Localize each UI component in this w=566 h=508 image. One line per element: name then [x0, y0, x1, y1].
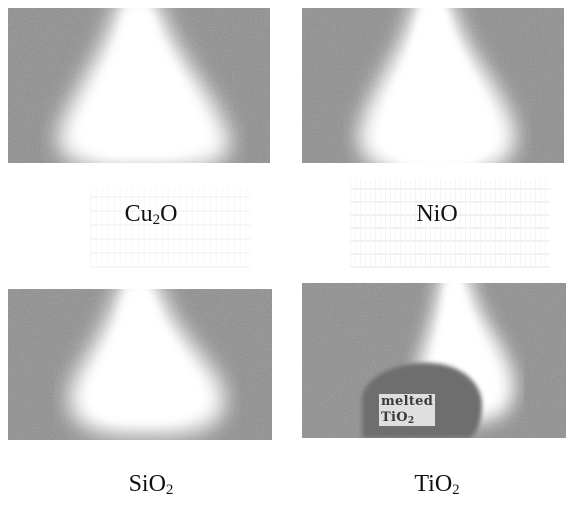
annotation-line-2: TiO2: [381, 410, 415, 426]
image-panel-cu2o: [8, 8, 270, 163]
plasma-glow-image: [8, 289, 272, 440]
melted-tio2-annotation: melted TiO2: [379, 394, 436, 426]
image-panel-nio: [302, 8, 564, 163]
caption-nio: NiO: [416, 201, 458, 227]
plasma-glow-image: [8, 8, 270, 163]
caption-cu2o: Cu2O: [124, 201, 178, 228]
annotation-line-1: melted: [381, 394, 434, 409]
image-panel-sio2: [8, 289, 272, 440]
caption-tio2: TiO2: [414, 471, 460, 498]
caption-sio2: SiO2: [128, 471, 174, 498]
plasma-glow-image: [302, 8, 564, 163]
